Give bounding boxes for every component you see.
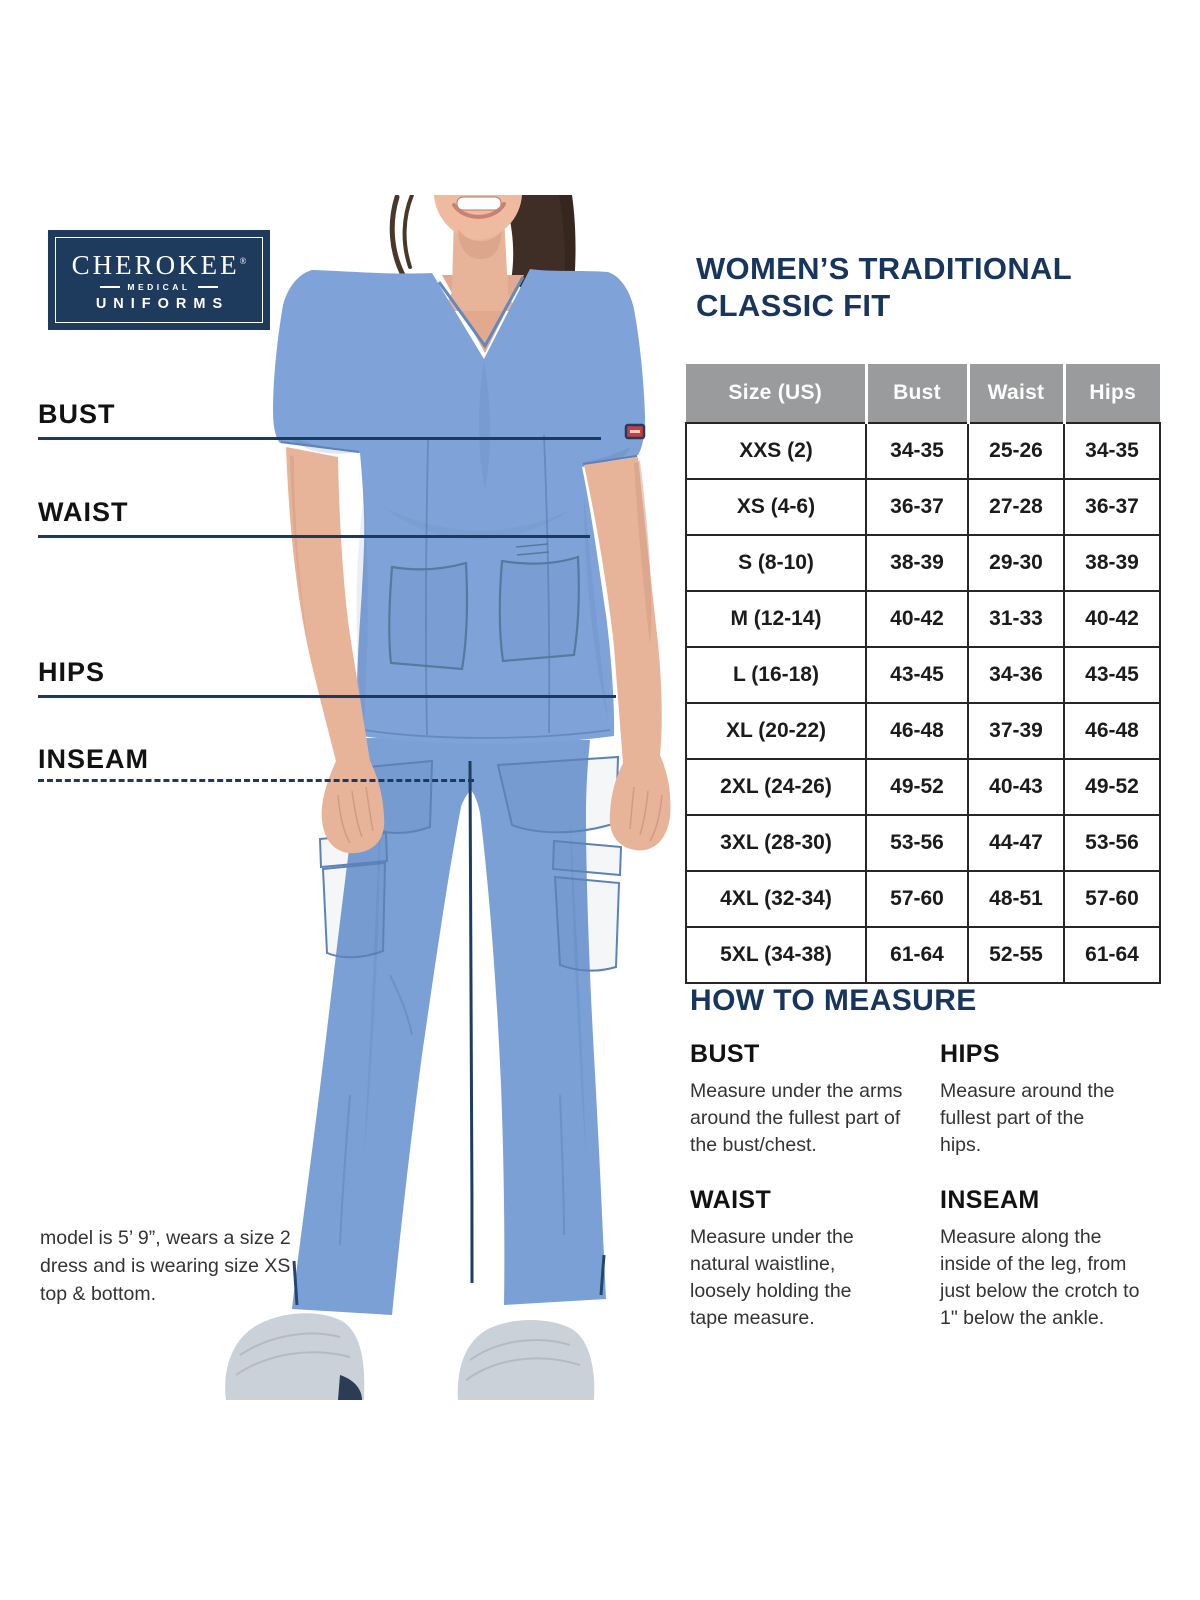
column-header-bust: Bust [866,364,970,423]
size-cell: 3XL (28-30) [685,814,867,872]
hips-cell: 34-35 [1063,422,1161,480]
size-cell: XXS (2) [685,422,867,480]
waist-cell: 29-30 [967,534,1065,592]
page-title-line2: CLASSIC FIT [696,288,891,323]
waist-cell: 25-26 [967,422,1065,480]
hips-cell: 53-56 [1063,814,1161,872]
sleeve-logo-patch [624,423,646,440]
bust-cell: 36-37 [865,478,969,536]
pants-drawstring [468,760,474,1284]
column-header-size: Size (US) [686,364,868,423]
waist-cell: 31-33 [967,590,1065,648]
brand-logo-frame: CHEROKEE® MEDICAL UNIFORMS [55,237,263,323]
measure-item-name: WAIST [690,1186,772,1214]
how-to-measure-title: HOW TO MEASURE [690,984,977,1017]
page-title-line1: WOMEN’S TRADITIONAL [696,251,1072,286]
measure-item-waist: WAIST Measure under the natural waistlin… [690,1186,888,1332]
model-note: model is 5’ 9”, wears a size 2 dress and… [40,1227,291,1305]
size-cell: M (12-14) [685,590,867,648]
hips-measurement-line [38,695,616,698]
hips-cell: 40-42 [1063,590,1161,648]
brand-name: CHEROKEE® [72,248,247,279]
waist-cell: 52-55 [967,926,1065,984]
table-row: 2XL (24-26) 49-52 40-43 49-52 [685,758,1161,816]
hips-cell: 46-48 [1063,702,1161,760]
inseam-label: INSEAM [38,744,150,774]
measure-item-text: Measure around the fullest part of the h… [940,1080,1115,1156]
waist-measurement-line [38,535,590,538]
hips-cell: 57-60 [1063,870,1161,928]
table-row: L (16-18) 43-45 34-36 43-45 [685,646,1161,704]
measure-item-name: INSEAM [940,1186,1040,1214]
brand-name-text: CHEROKEE [71,250,240,280]
brand-logo: CHEROKEE® MEDICAL UNIFORMS [48,230,270,330]
measure-item-text: Measure along the inside of the leg, fro… [940,1226,1140,1329]
bust-cell: 53-56 [865,814,969,872]
hips-cell: 38-39 [1063,534,1161,592]
bust-cell: 40-42 [865,590,969,648]
inseam-measurement-line [38,779,474,782]
table-row: XXS (2) 34-35 25-26 34-35 [685,422,1161,480]
brand-medical-row: MEDICAL [100,282,218,292]
measure-item-name: HIPS [940,1040,1000,1068]
waist-cell: 40-43 [967,758,1065,816]
measure-item-hips: HIPS Measure around the fullest part of … [940,1040,1125,1159]
brand-uniforms-label: UNIFORMS [95,296,230,312]
table-row: 3XL (28-30) 53-56 44-47 53-56 [685,814,1161,872]
registered-mark: ® [239,256,247,266]
bust-label: BUST [38,399,116,429]
size-cell: 2XL (24-26) [685,758,867,816]
column-header-hips: Hips [1064,364,1160,423]
measure-item-text: Measure under the natural waistline, loo… [690,1226,854,1329]
size-table: Size (US) Bust Waist Hips XXS (2) 34-35 25… [685,364,1161,984]
bust-cell: 38-39 [865,534,969,592]
bust-cell: 57-60 [865,870,969,928]
measure-item-bust: BUST Measure under the arms around the f… [690,1040,908,1159]
bust-cell: 46-48 [865,702,969,760]
size-cell: L (16-18) [685,646,867,704]
size-cell: S (8-10) [685,534,867,592]
size-cell: 4XL (32-34) [685,870,867,928]
waist-cell: 37-39 [967,702,1065,760]
dash-left [100,286,121,288]
waist-cell: 34-36 [967,646,1065,704]
column-header-waist: Waist [968,364,1066,423]
table-row: XL (20-22) 46-48 37-39 46-48 [685,702,1161,760]
model-arms [286,447,671,854]
measure-item-inseam: INSEAM Measure along the inside of the l… [940,1186,1154,1332]
brand-medical-label: MEDICAL [127,282,191,292]
bust-cell: 34-35 [865,422,969,480]
table-row: XS (4-6) 36-37 27-28 36-37 [685,478,1161,536]
dash-right [197,286,218,288]
model-photo [225,195,671,1400]
waist-label: WAIST [38,497,129,527]
model-scrub-top [273,269,646,744]
waist-cell: 48-51 [967,870,1065,928]
size-cell: XL (20-22) [685,702,867,760]
hips-label: HIPS [38,657,106,687]
hips-cell: 49-52 [1063,758,1161,816]
hips-cell: 43-45 [1063,646,1161,704]
bust-measurement-line [38,437,601,440]
waist-cell: 27-28 [967,478,1065,536]
measure-item-text: Measure under the arms around the fulles… [690,1080,903,1156]
table-row: M (12-14) 40-42 31-33 40-42 [685,590,1161,648]
waist-cell: 44-47 [967,814,1065,872]
hips-cell: 36-37 [1063,478,1161,536]
size-cell: 5XL (34-38) [685,926,867,984]
table-row: 5XL (34-38) 61-64 52-55 61-64 [685,926,1161,984]
model-face [434,195,524,353]
measure-item-name: BUST [690,1040,760,1068]
size-cell: XS (4-6) [685,478,867,536]
bust-cell: 61-64 [865,926,969,984]
table-row: 4XL (32-34) 57-60 48-51 57-60 [685,870,1161,928]
model-shoes [225,1313,595,1400]
bust-cell: 43-45 [865,646,969,704]
size-table-header-row: Size (US) Bust Waist Hips [686,364,1160,423]
bust-cell: 49-52 [865,758,969,816]
hips-cell: 61-64 [1063,926,1161,984]
page-title: WOMEN’S TRADITIONAL CLASSIC FIT [696,250,1072,324]
table-row: S (8-10) 38-39 29-30 38-39 [685,534,1161,592]
